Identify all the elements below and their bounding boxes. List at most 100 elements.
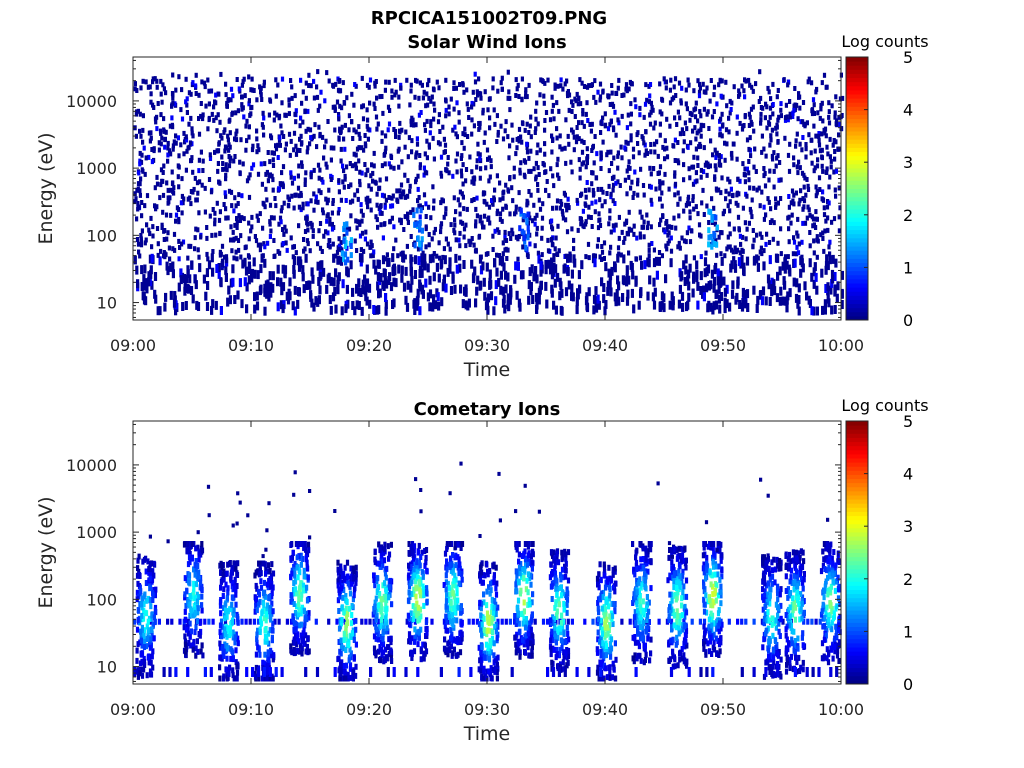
heatmap-cell — [382, 625, 386, 632]
heatmap-cell — [195, 180, 200, 186]
heatmap-cell — [694, 204, 698, 210]
heatmap-cell — [608, 250, 612, 256]
heatmap-cell — [715, 252, 719, 258]
heatmap-cell — [213, 149, 217, 155]
heatmap-cell — [144, 555, 148, 562]
heatmap-cell — [422, 165, 426, 171]
heatmap-cell — [424, 244, 428, 250]
heatmap-cell — [570, 226, 574, 232]
heatmap-cell — [740, 126, 745, 132]
heatmap-cell — [364, 172, 368, 178]
heatmap-cell — [425, 155, 429, 161]
heatmap-cell — [266, 240, 270, 246]
heatmap-cell — [168, 123, 172, 129]
heatmap-cell — [413, 221, 417, 228]
heatmap-cell — [151, 76, 155, 82]
heatmap-cell — [228, 625, 232, 632]
heatmap-cell — [476, 275, 480, 285]
heatmap-cell — [358, 178, 362, 184]
heatmap-cell — [650, 201, 654, 207]
heatmap-cell — [136, 607, 140, 613]
heatmap-cell — [233, 195, 237, 201]
heatmap-cell — [305, 643, 309, 650]
heatmap-cell — [187, 90, 191, 96]
heatmap-cell — [608, 208, 612, 214]
heatmap-cell — [375, 626, 379, 633]
heatmap-cell — [337, 639, 341, 645]
colorbar-step — [846, 217, 868, 222]
heatmap-cell — [390, 658, 394, 664]
heatmap-cell — [335, 99, 340, 105]
heatmap-cell — [325, 213, 329, 219]
heatmap-cell — [378, 547, 382, 554]
heatmap-cell — [528, 241, 532, 247]
heatmap-cell — [307, 614, 311, 621]
heatmap-cell — [520, 139, 524, 145]
heatmap-cell — [699, 167, 703, 173]
heatmap-cell — [638, 234, 642, 240]
heatmap-cell — [694, 100, 698, 106]
heatmap-cell — [191, 642, 195, 649]
heatmap-cell — [383, 151, 387, 157]
heatmap-cell — [264, 288, 268, 298]
heatmap-cell — [536, 165, 540, 171]
heatmap-cell — [432, 230, 436, 236]
heatmap-cell — [552, 116, 556, 122]
heatmap-cell — [305, 149, 309, 155]
heatmap-cell — [601, 115, 605, 121]
heatmap-cell — [645, 151, 649, 156]
heatmap-cell — [183, 594, 187, 601]
heatmap-cell — [538, 285, 542, 295]
heatmap-cell — [334, 268, 338, 278]
heatmap-cell — [810, 80, 814, 86]
heatmap-cell — [594, 286, 598, 296]
heatmap-cell — [387, 594, 391, 601]
heatmap-cell — [437, 240, 441, 246]
heatmap-cell — [627, 209, 631, 215]
heatmap-cell — [807, 76, 811, 82]
heatmap-cell — [333, 104, 337, 110]
colorbar-step — [846, 246, 868, 251]
heatmap-cell — [265, 634, 269, 641]
heatmap-cell — [426, 292, 430, 302]
heatmap-cell — [262, 560, 266, 567]
heatmap-cell — [213, 210, 217, 216]
heatmap-cell — [162, 163, 166, 169]
heatmap-cell — [713, 147, 717, 153]
heatmap-cell — [190, 130, 194, 136]
heatmap-cell — [339, 585, 343, 592]
heatmap-cell — [306, 126, 310, 132]
heatmap-cell — [166, 145, 170, 151]
heatmap-cell — [802, 184, 806, 190]
heatmap-cell — [514, 261, 518, 271]
heatmap-cell — [375, 575, 379, 582]
heatmap-cell — [233, 295, 237, 304]
heatmap-cell — [247, 220, 251, 226]
heatmap-cell — [349, 213, 353, 219]
heatmap-cell — [599, 120, 603, 126]
heatmap-cell — [322, 155, 326, 161]
heatmap-cell — [306, 574, 310, 581]
heatmap-cell — [267, 640, 271, 647]
heatmap-cell — [138, 660, 143, 667]
heatmap-cell — [820, 100, 824, 106]
heatmap-cell — [599, 166, 603, 171]
heatmap-cell — [365, 82, 370, 88]
heatmap-cell — [443, 255, 447, 265]
heatmap-cell — [316, 107, 320, 113]
heatmap-cell — [757, 99, 761, 104]
heatmap-cell — [297, 204, 301, 210]
heatmap-cell — [272, 150, 276, 156]
heatmap-cell — [268, 674, 272, 681]
heatmap-cell — [333, 127, 337, 133]
heatmap-cell — [139, 233, 143, 238]
heatmap-cell — [420, 253, 424, 263]
heatmap-cell — [233, 584, 237, 591]
heatmap-cell — [379, 222, 383, 228]
heatmap-cell — [826, 282, 830, 292]
heatmap-cell — [337, 236, 341, 242]
heatmap-cell — [399, 182, 404, 188]
heatmap-cell — [697, 144, 701, 150]
heatmap-cell — [779, 226, 783, 232]
